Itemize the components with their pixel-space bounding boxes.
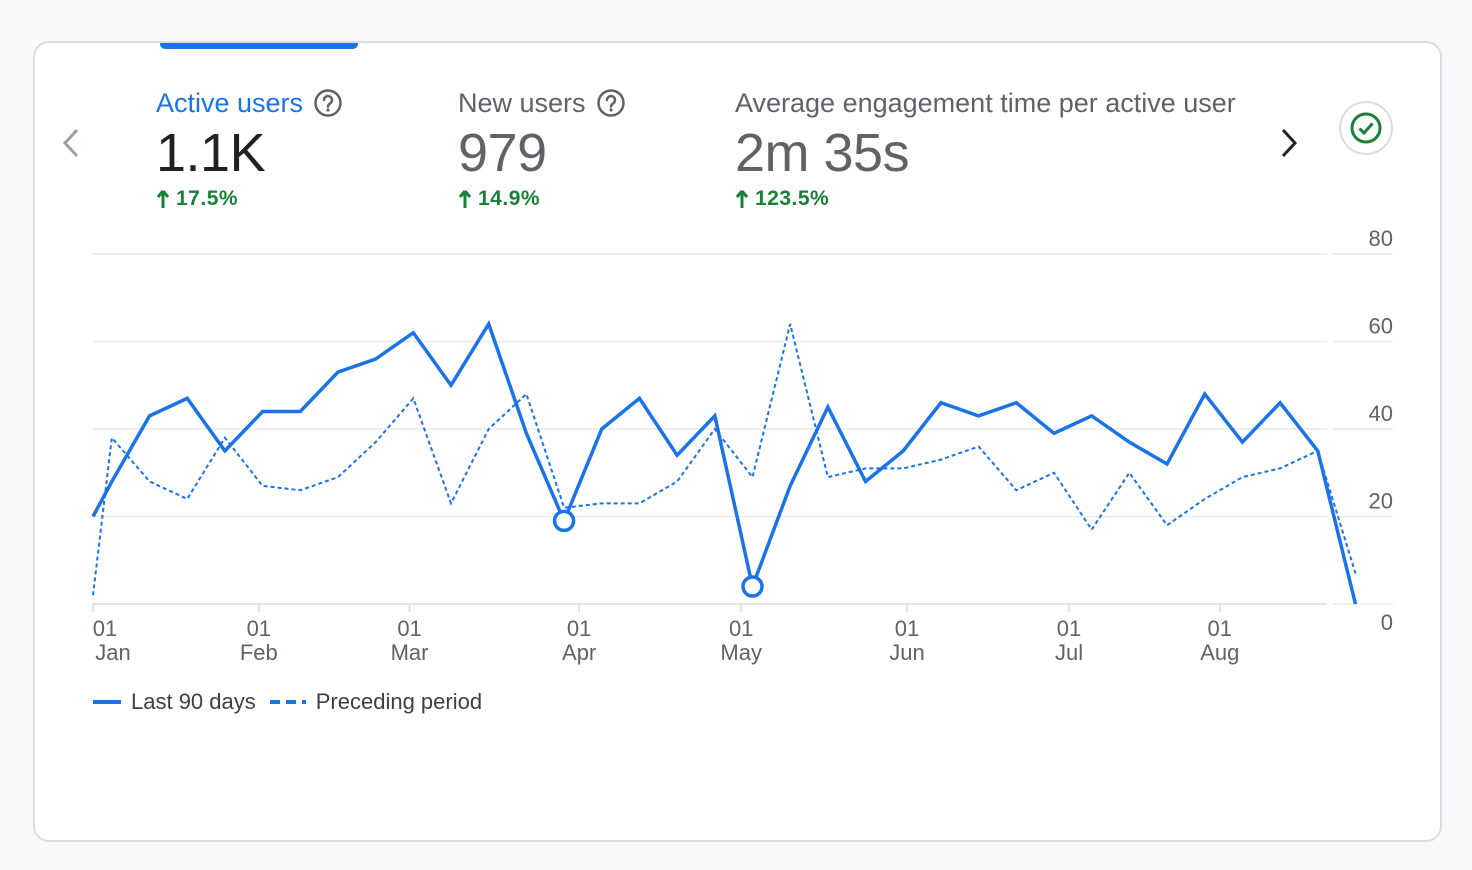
- metric-value: 1.1K: [156, 123, 266, 183]
- y-tick-label: 80: [1369, 226, 1393, 251]
- x-tick-day: 01: [729, 616, 753, 641]
- series-line-preceding-period: [92, 323, 1357, 596]
- x-tick-day: 01: [93, 616, 117, 641]
- x-tick-month: Jun: [889, 640, 924, 665]
- x-tick-day: 01: [1208, 616, 1232, 641]
- help-icon[interactable]: [313, 88, 343, 118]
- chevron-right-icon: [1281, 128, 1298, 158]
- metric-value: 979: [458, 123, 547, 183]
- metric-label: Average engagement time per active user: [735, 87, 1236, 118]
- check-circle-icon: [1350, 112, 1382, 144]
- next-metrics-button[interactable]: [1269, 123, 1309, 163]
- x-tick-month: Apr: [562, 640, 596, 665]
- metric-change: 17.5%: [156, 187, 343, 211]
- metric-change-value: 17.5%: [176, 187, 239, 210]
- chevron-left-icon: [62, 128, 79, 158]
- x-tick-day: 01: [567, 616, 591, 641]
- help-icon[interactable]: [596, 88, 626, 118]
- chart-legend: Last 90 days Preceding period: [93, 689, 482, 715]
- x-tick-day: 01: [247, 616, 271, 641]
- data-point-marker: [741, 575, 764, 598]
- y-tick-label: 20: [1369, 489, 1393, 514]
- metric-change-value: 123.5%: [755, 187, 830, 210]
- metric-tab-active-users[interactable]: Active users 1.1K 17.5%: [156, 85, 343, 211]
- line-chart: 02040608001Jan01Feb01Mar01Apr01May01Jun0…: [91, 226, 1393, 665]
- x-tick-day: 01: [895, 616, 919, 641]
- metric-value: 2m 35s: [735, 123, 910, 183]
- legend-item-current: Last 90 days: [93, 689, 256, 715]
- dashed-line-swatch: [269, 700, 306, 704]
- metric-tab-new-users[interactable]: New users 979 14.9%: [458, 85, 626, 211]
- arrow-up-icon: [156, 190, 170, 208]
- y-tick-label: 60: [1369, 314, 1393, 339]
- x-tick-day: 01: [397, 616, 421, 641]
- legend-item-previous: Preceding period: [269, 689, 483, 715]
- previous-metrics-button[interactable]: [51, 123, 91, 163]
- metric-label: Active users: [156, 87, 304, 118]
- metrics-card: Active users 1.1K 17.5% New users: [33, 41, 1442, 842]
- insights-status-button[interactable]: [1339, 101, 1393, 155]
- arrow-up-icon: [735, 190, 749, 208]
- metric-change: 14.9%: [458, 187, 626, 211]
- x-tick-day: 01: [1057, 616, 1081, 641]
- x-tick-month: Mar: [391, 640, 429, 665]
- x-tick-month: Jul: [1055, 640, 1083, 665]
- x-tick-month: Feb: [240, 640, 278, 665]
- x-tick-month: May: [720, 640, 762, 665]
- active-tab-indicator: [160, 43, 358, 49]
- metric-change-value: 14.9%: [478, 187, 541, 210]
- y-tick-label: 40: [1369, 401, 1393, 426]
- metric-label: New users: [458, 87, 586, 118]
- data-point-marker: [552, 509, 576, 533]
- arrow-up-icon: [458, 190, 472, 208]
- metric-tab-engagement-time[interactable]: Average engagement time per active user …: [735, 85, 1251, 211]
- solid-line-swatch: [93, 700, 121, 704]
- x-tick-month: Aug: [1200, 640, 1239, 665]
- metric-change: 123.5%: [735, 187, 1251, 211]
- series-line-last-90-days: [91, 319, 1358, 605]
- legend-label-current: Last 90 days: [131, 689, 256, 714]
- legend-label-previous: Preceding period: [315, 689, 483, 714]
- y-tick-label: 0: [1381, 610, 1393, 635]
- x-tick-month: Jan: [95, 640, 130, 665]
